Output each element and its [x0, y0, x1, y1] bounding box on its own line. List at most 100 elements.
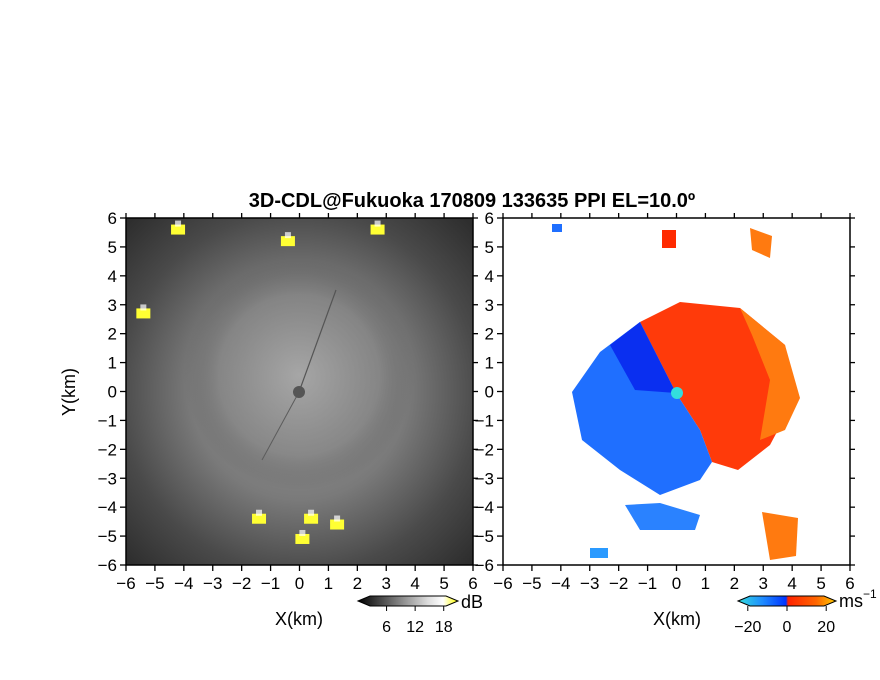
- snr-y-tick-label: 4: [108, 267, 117, 286]
- velocity-colorbar-unit-exponent: −1: [863, 587, 877, 601]
- velocity-x-axis-label: X(km): [653, 609, 701, 629]
- velocity-colorbar-tick-label: 20: [817, 619, 835, 636]
- approaching-core-region: [610, 322, 676, 393]
- snr-radial-streak: [261, 391, 300, 461]
- velocity-x-tick-label: −5: [522, 574, 541, 593]
- approaching-tail-region: [625, 503, 700, 530]
- velocity-echo: [762, 512, 798, 560]
- velocity-x-tick-label: 1: [701, 574, 710, 593]
- snr-colorbar-ticks: 6 12 18: [382, 606, 453, 636]
- strong-echo: [295, 533, 310, 544]
- velocity-x-tick-label: 0: [672, 574, 681, 593]
- snr-radial-streak: [298, 289, 337, 393]
- snr-x-tick-label: 0: [295, 574, 304, 593]
- strong-echo-core: [334, 515, 341, 522]
- velocity-echo: [552, 224, 562, 232]
- approaching-velocity-region: [572, 322, 712, 495]
- snr-x-tick-label: −4: [174, 574, 193, 593]
- snr-y-tick-label: 2: [108, 325, 117, 344]
- velocity-echo: [662, 230, 676, 248]
- strong-echo-group: [136, 220, 385, 544]
- snr-y-tick-label: 1: [108, 354, 117, 373]
- snr-colorbar-gradient: [356, 595, 460, 607]
- snr-colorbar-tick-label: 6: [382, 619, 391, 636]
- velocity-colorbar-tick-label: 0: [783, 619, 792, 636]
- velocity-panel: [502, 217, 851, 566]
- strong-echo-core: [308, 509, 315, 516]
- axes-group: −6 −5 −4 −3 −2 −1 0 1 2 3 4 5 6−6−5−4−3−2−10123456−6…: [98, 209, 855, 593]
- velocity-x-tick-label: 4: [787, 574, 796, 593]
- snr-y-tick-label: −3: [98, 469, 117, 488]
- radar-site-marker: [293, 386, 305, 398]
- strong-echo: [252, 513, 267, 524]
- snr-x-axis-label: X(km): [275, 609, 323, 629]
- velocity-x-tick-label: −3: [580, 574, 599, 593]
- snr-y-tick-label: 0: [108, 383, 117, 402]
- velocity-y-tick-label: −5: [475, 527, 494, 546]
- velocity-colorbar-gradient: [736, 595, 838, 607]
- snr-x-tick-label: 2: [353, 574, 362, 593]
- figure-title: 3D-CDL@Fukuoka 170809 133635 PPI EL=10.0…: [249, 190, 695, 212]
- snr-y-tick-label: −2: [98, 440, 117, 459]
- snr-x-tick-label: −5: [145, 574, 164, 593]
- snr-y-tick-label: −6: [98, 556, 117, 575]
- snr-y-tick-label: −1: [98, 411, 117, 430]
- velocity-y-tick-label: 6: [485, 209, 494, 228]
- velocity-echo: [590, 548, 608, 558]
- velocity-colorbar: −20 0 20 ms −1: [734, 587, 877, 636]
- velocity-colorbar-ticks: −20 0 20: [734, 606, 835, 636]
- snr-near-range-region: [184, 260, 414, 490]
- strong-echo-core: [299, 529, 306, 536]
- velocity-colorbar-unit: ms: [839, 591, 863, 611]
- velocity-x-tick-label: −2: [609, 574, 628, 593]
- snr-colorbar-unit: dB: [461, 592, 483, 612]
- strong-echo: [171, 224, 186, 235]
- strong-echo-core: [140, 304, 147, 311]
- snr-panel: [125, 217, 474, 566]
- snr-x-tick-label: 1: [324, 574, 333, 593]
- y-axis-label: Y(km): [59, 368, 79, 416]
- strong-echo: [304, 513, 319, 524]
- snr-y-tick-label: 6: [108, 209, 117, 228]
- velocity-y-tick-label: 1: [485, 354, 494, 373]
- strong-echo: [330, 519, 345, 530]
- velocity-x-tick-label: 2: [730, 574, 739, 593]
- snr-y-tick-label: 3: [108, 296, 117, 315]
- velocity-x-tick-label: −4: [551, 574, 570, 593]
- velocity-x-tick-label: −1: [638, 574, 657, 593]
- radar-site-marker: [671, 387, 683, 399]
- strong-echo-core: [374, 220, 381, 227]
- snr-x-tick-label: 5: [439, 574, 448, 593]
- snr-y-tick-label: −4: [98, 498, 117, 517]
- velocity-y-tick-label: −3: [475, 469, 494, 488]
- velocity-y-tick-label: −1: [475, 411, 494, 430]
- snr-x-tick-label: 6: [468, 574, 477, 593]
- velocity-echo: [750, 228, 772, 258]
- snr-colorbar-tick-label: 18: [435, 619, 453, 636]
- snr-colorbar: 6 12 18 dB: [356, 592, 483, 636]
- receding-outer-region: [740, 308, 800, 440]
- velocity-y-tick-label: 4: [485, 267, 494, 286]
- velocity-x-tick-label: 6: [845, 574, 854, 593]
- velocity-y-tick-label: 2: [485, 325, 494, 344]
- snr-x-tick-label: −6: [116, 574, 135, 593]
- snr-colorbar-tick-label: 12: [406, 619, 424, 636]
- velocity-y-tick-label: 3: [485, 296, 494, 315]
- snr-x-tick-label: −3: [203, 574, 222, 593]
- velocity-x-tick-label: −6: [493, 574, 512, 593]
- snr-x-tick-label: −1: [261, 574, 280, 593]
- strong-echo: [370, 224, 385, 235]
- snr-x-tick-label: 3: [382, 574, 391, 593]
- velocity-x-tick-label: 3: [759, 574, 768, 593]
- strong-echo-core: [256, 509, 263, 516]
- velocity-x-tick-label: 5: [816, 574, 825, 593]
- strong-echo-core: [284, 232, 291, 239]
- snr-x-tick-label: −2: [232, 574, 251, 593]
- snr-y-tick-label: 5: [108, 238, 117, 257]
- velocity-colorbar-tick-label: −20: [734, 619, 761, 636]
- strong-echo-core: [175, 220, 182, 227]
- snr-x-tick-label: 4: [410, 574, 419, 593]
- velocity-y-tick-label: 0: [485, 383, 494, 402]
- velocity-y-tick-label: −4: [475, 498, 494, 517]
